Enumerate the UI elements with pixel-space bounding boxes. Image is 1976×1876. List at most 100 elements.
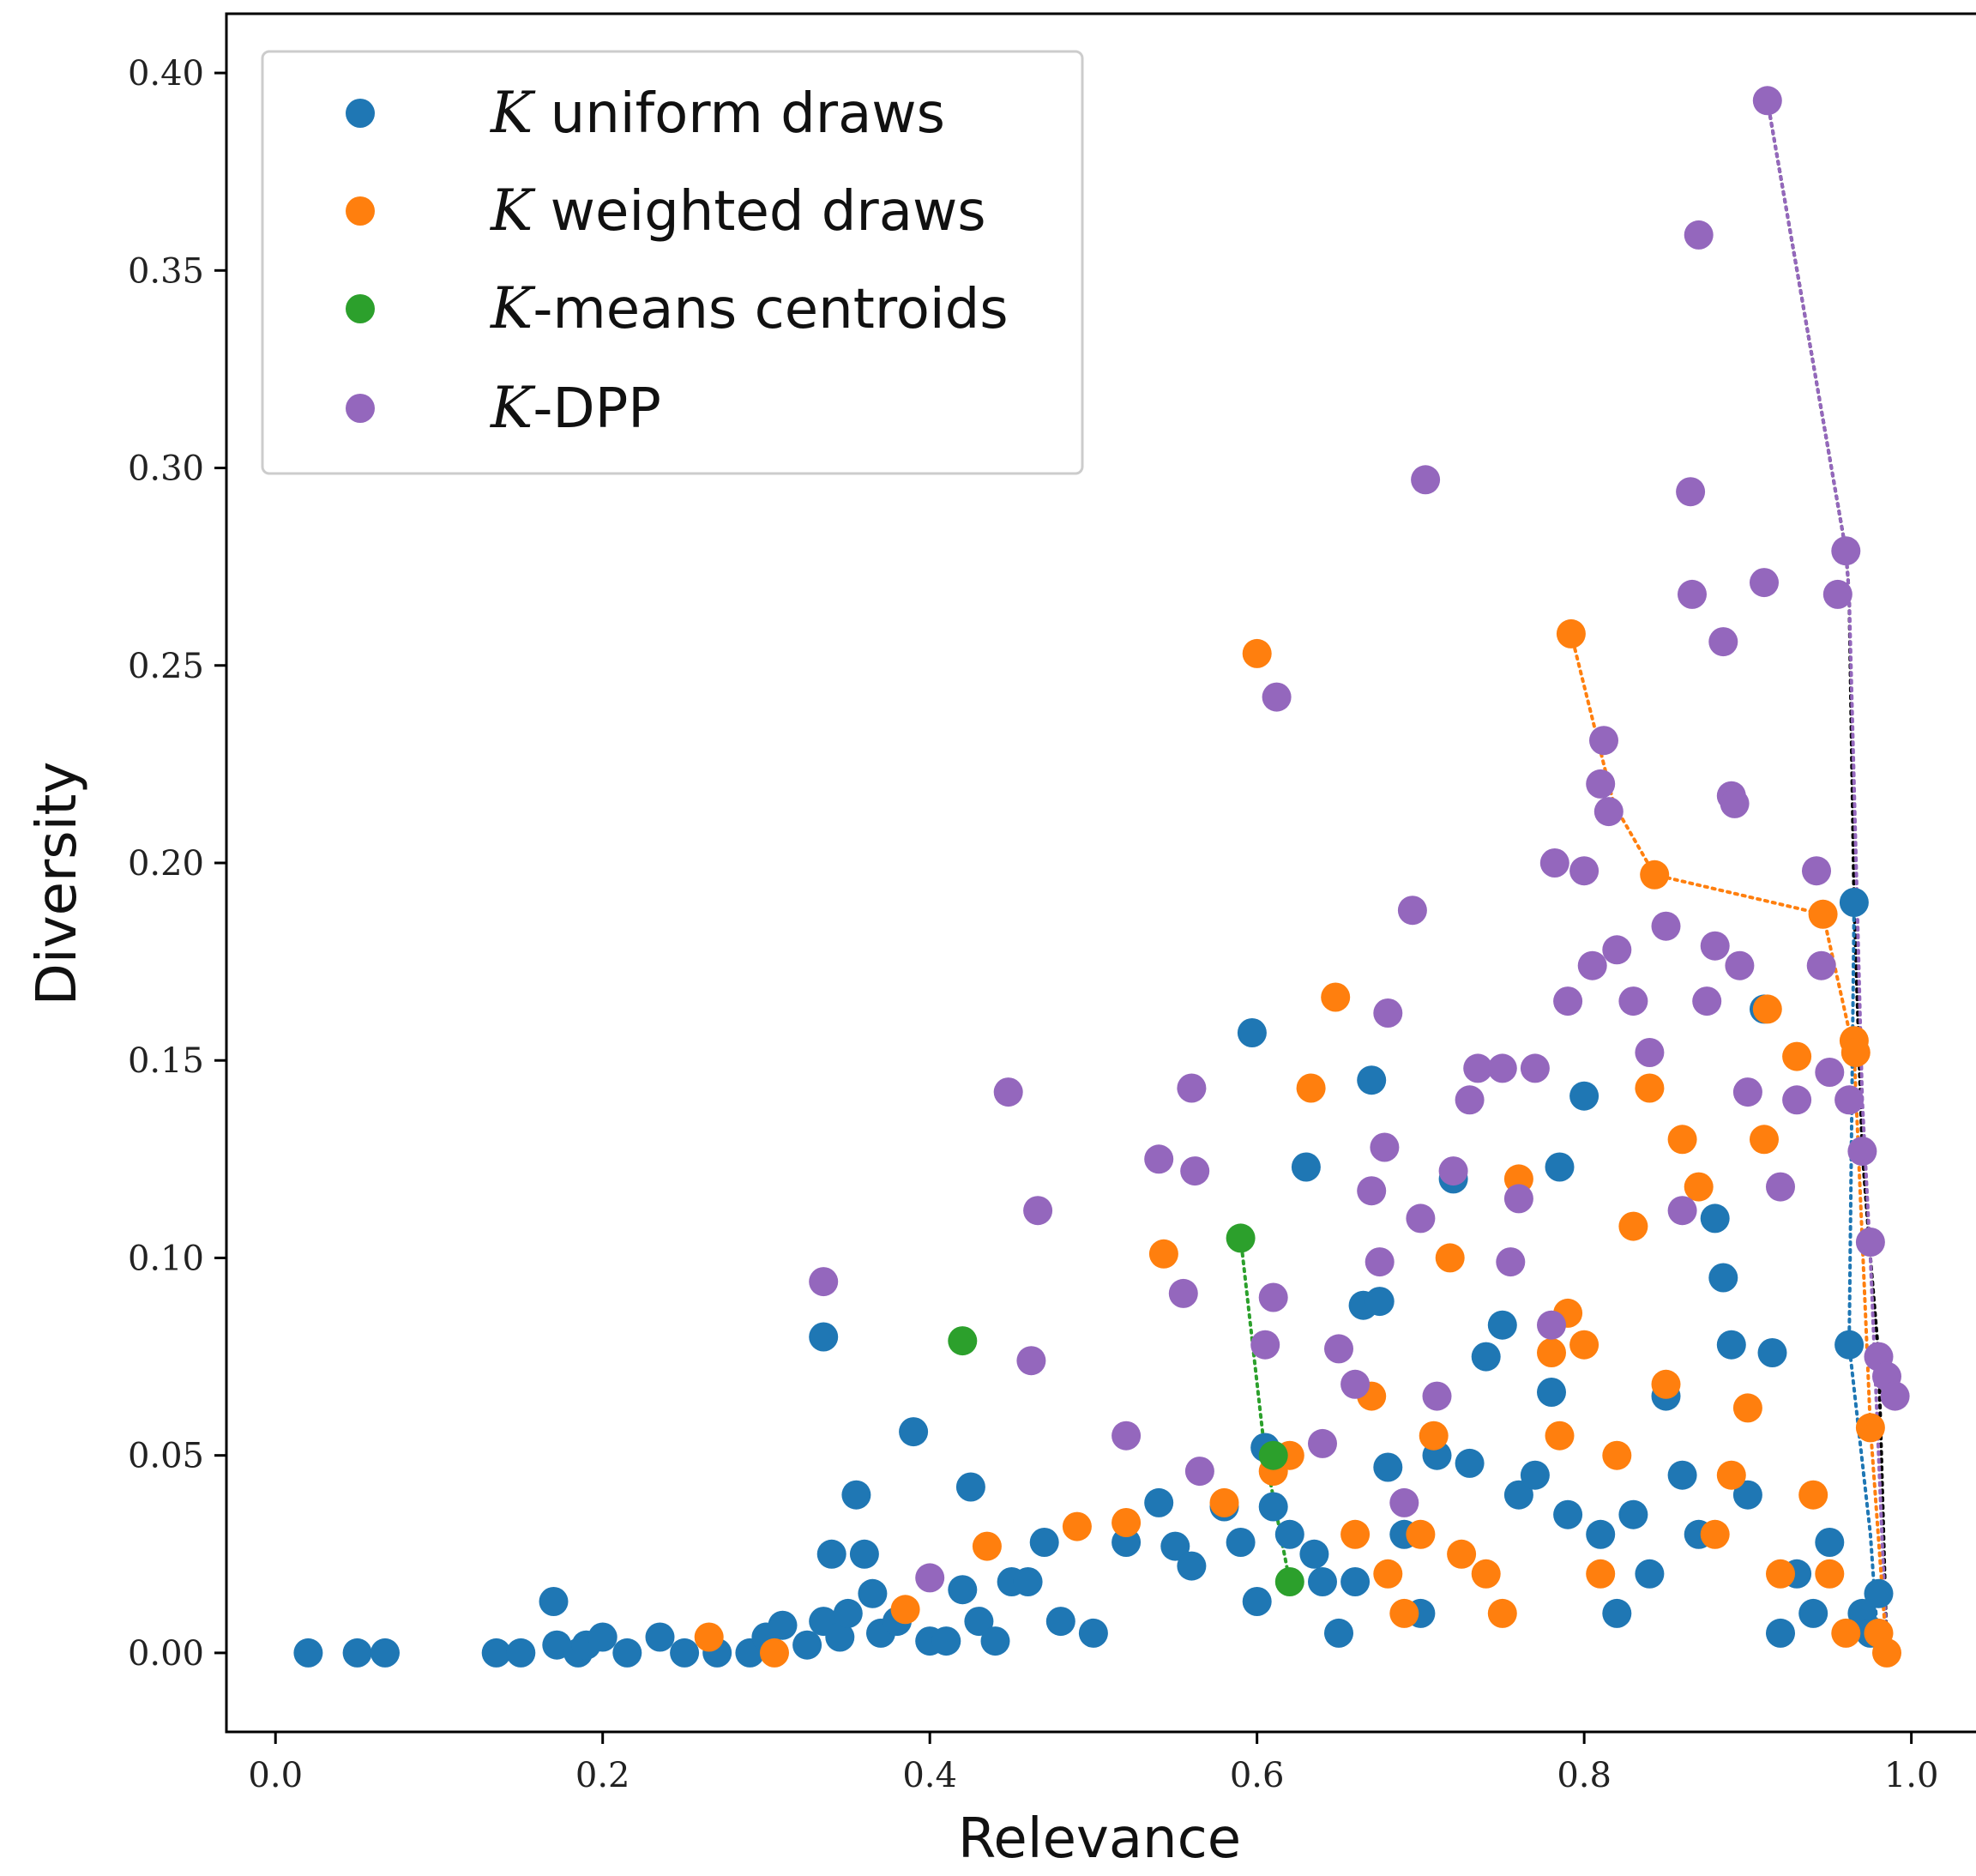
data-point (1242, 638, 1272, 668)
data-point (1262, 682, 1292, 712)
data-point (1569, 1081, 1599, 1111)
data-point (1321, 982, 1351, 1012)
data-point (1308, 1428, 1337, 1458)
data-point (1422, 1381, 1452, 1411)
data-point (1766, 1172, 1795, 1202)
data-point (1798, 1598, 1828, 1628)
data-point (1274, 1519, 1304, 1549)
data-point (1802, 856, 1831, 886)
data-point (1242, 1587, 1272, 1616)
data-point (481, 1638, 511, 1668)
data-point (1839, 888, 1869, 917)
data-point (587, 1622, 618, 1652)
data-point (1752, 86, 1782, 116)
data-point (1168, 1278, 1198, 1308)
data-point (1537, 1310, 1566, 1340)
legend-marker (346, 196, 375, 226)
data-point (1537, 1338, 1566, 1367)
data-point (1029, 1528, 1059, 1557)
data-point (1589, 726, 1618, 756)
data-point (1112, 1508, 1142, 1537)
data-point (1545, 1152, 1575, 1182)
data-point (1357, 1065, 1387, 1095)
data-point (1045, 1607, 1075, 1637)
data-point (1752, 994, 1782, 1024)
y-tick-label: 0.20 (128, 844, 204, 884)
data-point (1144, 1487, 1174, 1517)
data-point (1716, 1460, 1746, 1490)
data-point (1226, 1223, 1256, 1253)
data-point (506, 1638, 536, 1668)
data-point (1864, 1578, 1894, 1608)
data-point (1520, 1053, 1550, 1083)
data-point (1822, 579, 1852, 609)
data-point (825, 1622, 855, 1652)
data-point (694, 1622, 724, 1652)
data-point (1725, 950, 1755, 980)
data-point (342, 1638, 372, 1668)
data-point (1708, 627, 1738, 657)
data-point (1487, 1598, 1517, 1628)
x-tick-label: 0.8 (1557, 1756, 1612, 1795)
data-point (1406, 1203, 1436, 1234)
data-point (1806, 950, 1836, 980)
data-point (1373, 998, 1403, 1028)
x-tick-label: 1.0 (1884, 1756, 1939, 1795)
data-point (1651, 1369, 1681, 1399)
data-point (1577, 950, 1607, 980)
data-point (1569, 856, 1599, 886)
data-point (1635, 1559, 1665, 1589)
data-point (1250, 1330, 1280, 1360)
x-tick-label: 0.4 (902, 1756, 957, 1795)
data-point (1635, 1073, 1665, 1103)
data-point (1602, 1598, 1632, 1628)
data-point (1411, 465, 1441, 495)
legend-marker (346, 99, 375, 128)
data-point (1676, 477, 1706, 507)
data-point (1757, 1338, 1787, 1367)
data-point (1389, 1598, 1419, 1628)
data-point (1357, 1176, 1387, 1206)
data-point (1586, 769, 1616, 799)
data-point (1373, 1559, 1403, 1589)
data-point (1324, 1334, 1353, 1364)
data-point (1455, 1448, 1485, 1478)
data-point (1847, 1137, 1877, 1167)
data-point (1692, 986, 1722, 1016)
series-4 (809, 86, 1910, 1593)
data-point (1180, 1156, 1210, 1186)
y-tick-label: 0.30 (128, 449, 204, 489)
data-point (1340, 1519, 1371, 1549)
data-point (858, 1578, 888, 1608)
data-point (899, 1417, 929, 1447)
data-point (1397, 896, 1427, 926)
data-point (1447, 1539, 1477, 1569)
series-3 (948, 1223, 1304, 1596)
legend-label: K weighted draws (490, 178, 986, 244)
legend: K uniform draws K weighted draws K-means c… (261, 50, 1084, 475)
data-point (1618, 986, 1648, 1016)
axis-ticks: 0.0 0.2 0.4 0.6 0.8 1.0 0.00 0.05 0.10 0.15 0.20 0.… (128, 54, 1939, 1795)
data-point (1258, 1492, 1288, 1522)
data-point (1291, 1152, 1321, 1182)
data-point (1553, 1499, 1583, 1529)
data-point (1667, 1460, 1697, 1490)
data-point (1308, 1567, 1337, 1596)
data-point (1855, 1413, 1885, 1443)
data-point (1274, 1567, 1304, 1596)
data-point (1237, 1018, 1267, 1047)
data-point (539, 1587, 569, 1616)
data-point (1831, 1618, 1861, 1648)
data-point (1569, 1330, 1599, 1360)
legend-marker (346, 294, 375, 323)
data-point (980, 1626, 1010, 1656)
data-point (1684, 220, 1714, 250)
data-point (1815, 1559, 1845, 1589)
data-point (1618, 1211, 1648, 1241)
data-point (1184, 1457, 1214, 1487)
data-point (1258, 1282, 1288, 1312)
data-point (1340, 1369, 1371, 1399)
x-axis-title: Relevance (958, 1807, 1241, 1871)
data-point (1160, 1531, 1190, 1561)
data-point (1455, 1085, 1485, 1115)
